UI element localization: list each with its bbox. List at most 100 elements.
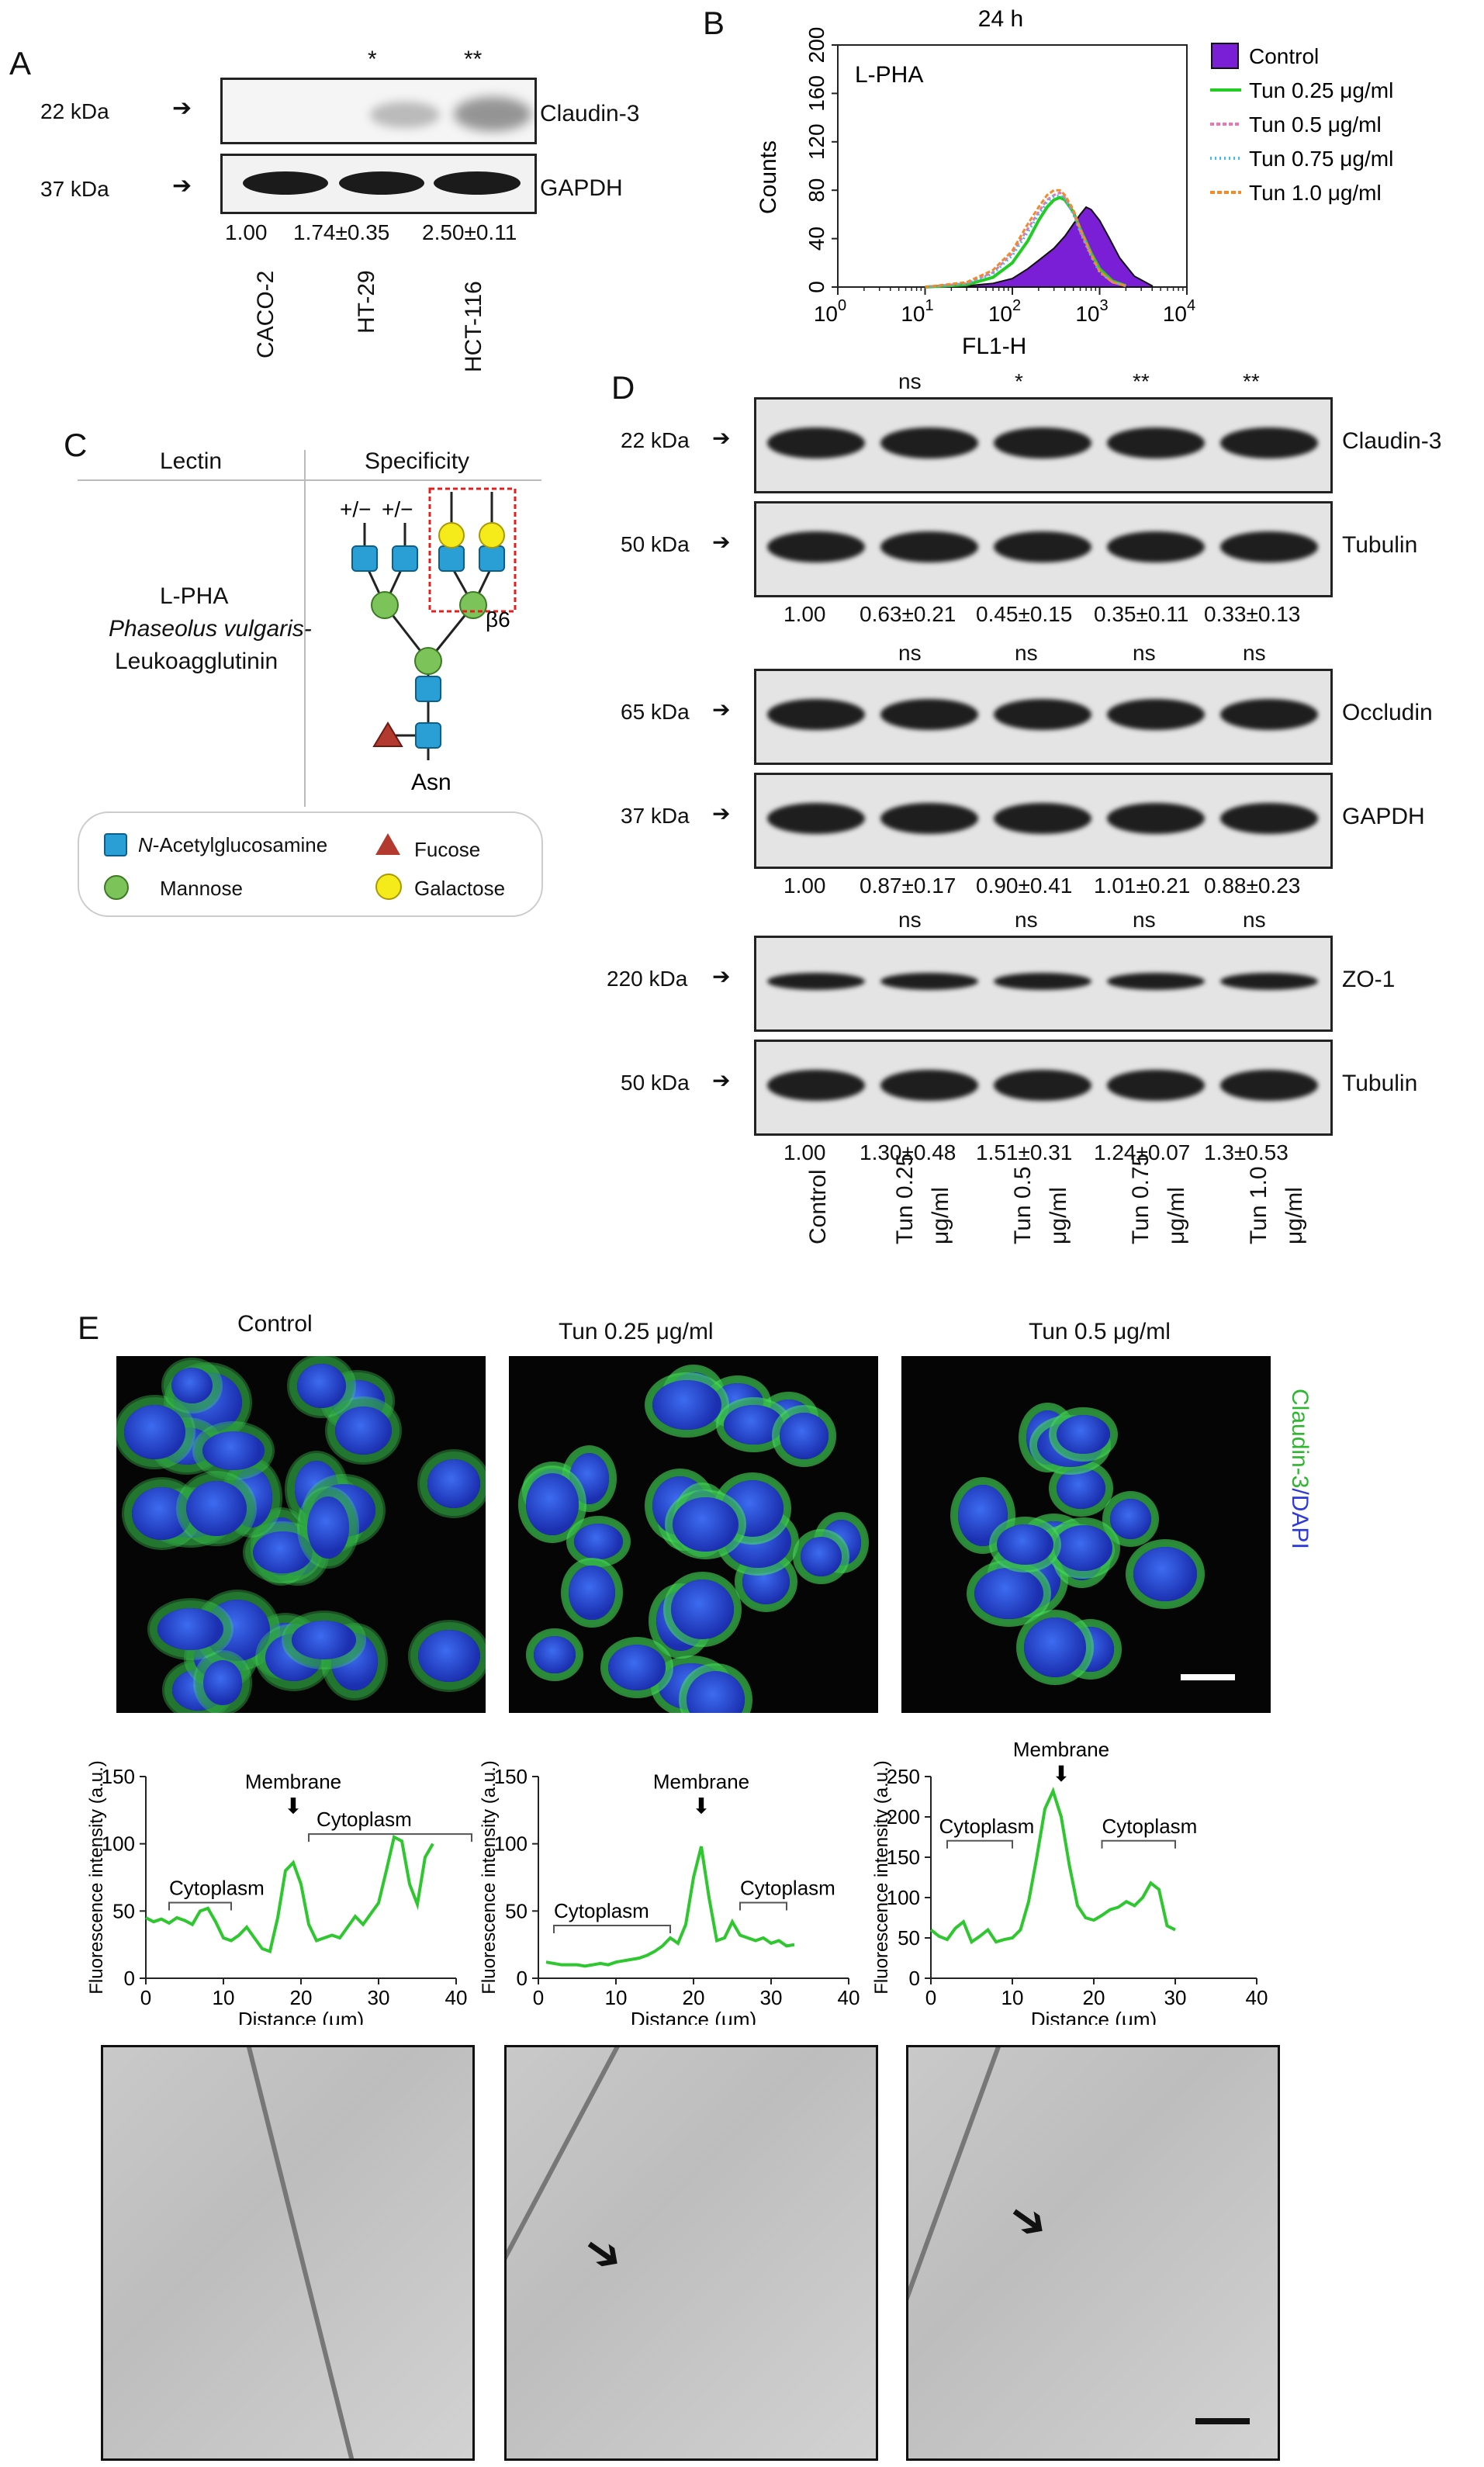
nucleus	[608, 1645, 666, 1690]
sig-mark: ns	[1015, 641, 1038, 665]
protein-label: Claudin-3	[1342, 428, 1442, 454]
image-title: Control	[237, 1311, 313, 1337]
membrane-junction	[243, 2047, 361, 2458]
ratio-value: 0.33±0.13	[1204, 602, 1301, 626]
galactose-icon	[479, 522, 505, 548]
y-axis-label: Fluorescence intensity (a.u.)	[86, 1760, 107, 1994]
nucleus	[132, 1487, 192, 1540]
arrow-icon: ➔	[712, 426, 731, 450]
blot-strip	[754, 669, 1333, 765]
x-axis-label: Distance (μm)	[238, 2008, 364, 2025]
x-tick-label: 104	[1163, 297, 1195, 326]
blot-strip	[754, 1040, 1333, 1136]
arrow-icon: ➔	[172, 95, 192, 121]
y-tick-label: 150	[494, 1765, 528, 1788]
ratio-value: 1.74±0.35	[293, 220, 390, 244]
blot-claudin3-cell-lines	[220, 78, 537, 144]
legend-fucose-label: Fucose	[414, 838, 481, 861]
y-tick-label: 100	[887, 1886, 920, 1909]
legend-label: Tun 0.25 μg/ml	[1249, 78, 1393, 102]
band	[767, 531, 865, 562]
x-tick-label: 30	[1164, 1986, 1187, 2009]
mannose-icon	[459, 591, 487, 619]
x-tick-label: 0	[533, 1986, 544, 2009]
cytoplasm-label: Cytoplasm	[939, 1815, 1035, 1838]
profile-line	[545, 1846, 795, 1968]
glcnac-icon	[392, 545, 418, 572]
y-tick-label: 50	[112, 1899, 135, 1922]
band	[767, 973, 865, 990]
lane-label: Tun 1.0	[1246, 1166, 1271, 1244]
nucleus	[307, 1496, 349, 1559]
galactose-icon	[438, 522, 465, 548]
marker-label: 37 kDa	[621, 804, 690, 828]
confocal-image-control	[116, 1356, 486, 1713]
nucleus	[186, 1481, 247, 1537]
x-axis-label: Distance (μm)	[1031, 2008, 1157, 2025]
panel-label-e: E	[78, 1310, 100, 1346]
sig-mark: ns	[1133, 908, 1156, 932]
lane-label: HT-29	[354, 270, 379, 334]
ratio-value: 1.51±0.31	[976, 1140, 1073, 1164]
membrane-junction	[908, 2047, 1006, 2458]
ratio-value: 1.3±0.53	[1204, 1140, 1289, 1164]
x-tick-label: 20	[683, 1986, 705, 2009]
marker-label: 50 kDa	[621, 532, 690, 556]
glcnac-icon	[415, 722, 441, 749]
nucleus	[1024, 1617, 1087, 1678]
legend-swatch	[1211, 43, 1239, 69]
glcnac-icon	[415, 676, 441, 702]
marker-label: 220 kDa	[607, 967, 688, 991]
linkage-label: +/−	[340, 497, 371, 521]
nucleus	[157, 1608, 224, 1651]
glcnac-icon	[479, 545, 505, 572]
panel-label-c: C	[64, 427, 88, 463]
band	[454, 97, 531, 131]
protein-label: Occludin	[1342, 700, 1433, 725]
ratio-value: 1.00	[225, 220, 268, 244]
band	[880, 427, 978, 458]
sig-mark: ns	[1243, 641, 1266, 665]
nucleus	[1109, 1498, 1152, 1539]
band	[1107, 803, 1205, 834]
x-tick-label: 0	[140, 1986, 151, 2009]
x-tick-label: 40	[838, 1986, 860, 2009]
sig-star: *	[368, 47, 377, 72]
glcnac-icon	[438, 545, 465, 572]
band	[994, 427, 1091, 458]
nucleus	[418, 1629, 481, 1683]
x-tick-exponent: 0	[838, 297, 846, 314]
protein-label: GAPDH	[1342, 804, 1425, 829]
lane-label: Tun 0.5	[1010, 1166, 1036, 1244]
band	[767, 1070, 865, 1101]
band	[434, 171, 521, 195]
sig-mark: **	[1243, 369, 1260, 393]
mannose-icon	[414, 647, 442, 675]
nucleus	[1133, 1546, 1197, 1601]
nucleus	[779, 1413, 829, 1459]
ratio-value: 0.63±0.21	[860, 602, 956, 626]
band	[994, 973, 1091, 990]
ratio-value: 1.00	[784, 874, 826, 898]
blot-gapdh-cell-lines	[220, 154, 537, 214]
cytoplasm-label: Cytoplasm	[317, 1808, 412, 1831]
em-image-control	[101, 2045, 475, 2461]
membrane-label: Membrane	[653, 1770, 749, 1793]
nucleus	[1054, 1525, 1112, 1571]
cytoplasm-label: Cytoplasm	[169, 1877, 265, 1900]
line-profile-tun05: 0 10 20 30 40 0 50 100 150 200 250 Distance (μm) Flu…	[871, 1738, 1268, 2025]
column-header-lectin: Lectin	[160, 448, 223, 474]
region-bracket	[739, 1901, 787, 1911]
down-arrow-icon: ⬇	[692, 1794, 710, 1818]
protein-label: GAPDH	[540, 175, 623, 201]
series-line-4	[925, 189, 1126, 289]
x-axis-label: Distance (μm)	[631, 2008, 756, 2025]
table-rule	[78, 479, 541, 481]
nucleus	[569, 1565, 615, 1621]
y-tick-label: 120	[804, 123, 828, 160]
y-tick-label: 250	[887, 1765, 920, 1788]
lane-label: μg/ml	[1282, 1187, 1307, 1244]
mannose-icon	[104, 875, 129, 900]
ratio-value: 1.00	[784, 1140, 826, 1164]
y-tick-label: 40	[804, 227, 828, 251]
